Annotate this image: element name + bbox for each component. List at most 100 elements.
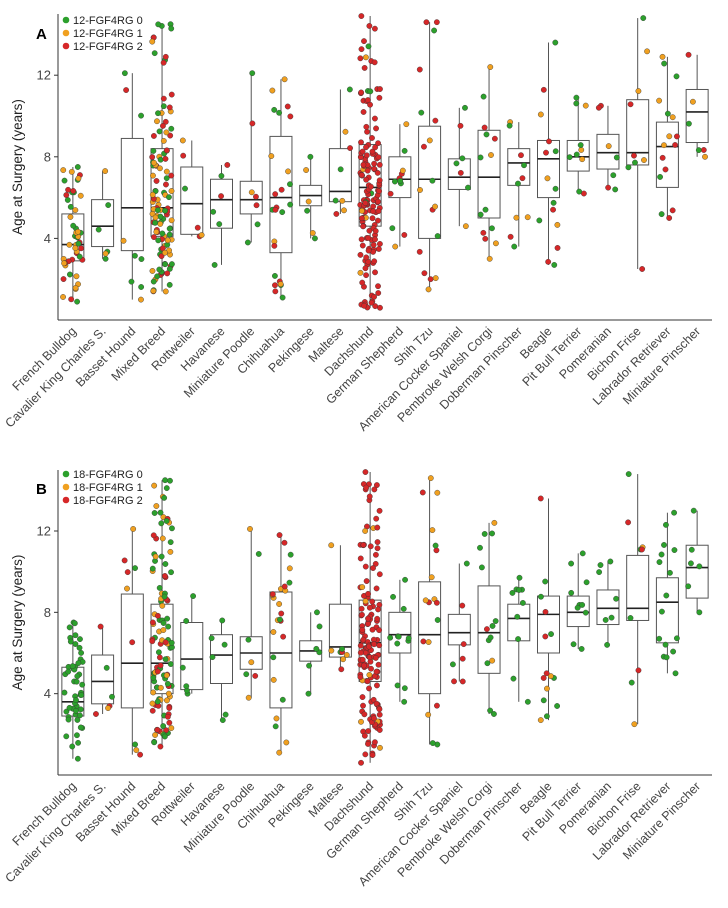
data-point [658,551,665,558]
data-point [124,585,130,592]
data-point [219,617,226,624]
data-point [566,154,573,161]
data-point [72,245,79,252]
data-point [371,59,378,66]
legend-b-label-1: 18-FGF4RG 1 [73,482,143,494]
data-point [542,633,549,640]
data-point [657,174,663,180]
data-point [425,639,432,645]
data-point [357,555,364,562]
data-point [328,542,335,549]
data-point [375,217,381,224]
data-point [376,177,383,184]
data-point [75,739,81,746]
data-point [608,614,615,621]
data-point [313,645,320,652]
data-point [367,101,373,108]
box-5 [180,140,204,237]
data-point [149,619,156,626]
data-point [169,261,175,268]
data-point [662,641,669,648]
data-point [161,733,168,740]
data-point [66,624,73,631]
data-point [60,276,67,282]
data-point [209,654,216,661]
data-point [686,120,692,127]
data-point [168,725,175,731]
data-point [359,279,366,286]
data-point [543,149,549,156]
data-point [152,553,159,560]
data-point [457,122,464,129]
data-point [548,631,554,637]
data-point [60,294,66,300]
box-iqr [210,178,233,229]
legend-b-swatch-1 [62,483,70,491]
data-point [613,595,620,602]
data-point [579,602,586,608]
data-point [276,532,283,538]
data-point [544,685,550,692]
data-point [74,164,81,170]
data-point [429,527,436,534]
data-point [168,639,175,646]
data-point [77,706,84,713]
data-point [157,662,164,669]
data-point [489,530,495,537]
data-point [465,184,471,191]
data-point [363,254,370,261]
box-19 [596,561,620,645]
data-point [625,471,632,477]
data-point [61,177,68,184]
data-point [362,265,369,272]
data-point [167,539,174,546]
data-point [138,284,145,290]
data-point [433,599,440,606]
data-point [459,155,466,162]
data-point [366,493,373,500]
data-point [546,138,552,145]
data-point [165,623,172,630]
data-point [656,97,663,104]
data-point [153,228,160,235]
data-point [373,700,380,707]
data-point [457,169,464,176]
data-point [596,569,603,575]
data-point [328,647,335,654]
data-point [515,180,521,187]
data-point [365,590,371,597]
data-point [483,131,490,138]
data-point [138,256,145,262]
data-point [359,627,366,633]
data-point [151,159,157,166]
data-point [366,672,373,678]
data-point [362,528,369,534]
data-point [61,260,68,267]
data-point [486,255,493,262]
data-point [150,278,157,285]
box-5 [180,596,204,694]
data-point [245,694,252,701]
data-point [460,641,467,648]
legend-a-label-1: 12-FGF4RG 1 [73,28,143,40]
data-point [166,265,173,272]
data-point [363,578,370,584]
data-point [477,211,484,218]
data-point [272,288,279,295]
data-point [372,655,379,661]
data-point [537,717,544,723]
data-point [281,76,288,83]
data-point [279,696,286,703]
data-point [401,147,408,154]
data-point [63,192,70,198]
data-point [399,167,406,174]
data-point [372,236,378,243]
data-point [365,741,371,747]
data-point [276,601,283,607]
data-point [544,175,551,182]
data-point [163,168,170,175]
data-point [160,620,167,626]
box-iqr [418,581,442,695]
data-point [376,727,383,733]
data-point [68,168,75,175]
